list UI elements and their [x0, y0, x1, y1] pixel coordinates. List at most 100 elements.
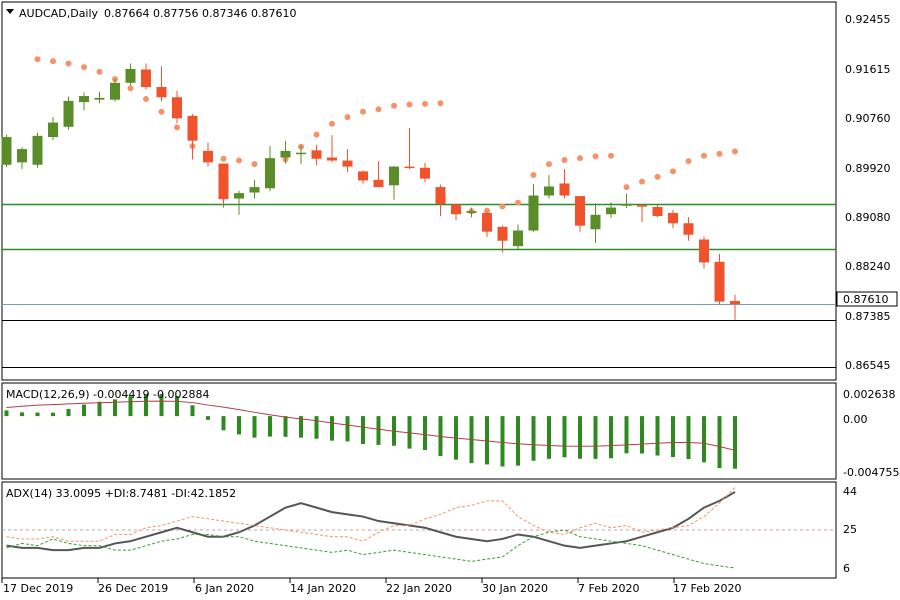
sar-dot	[546, 161, 552, 168]
time-axis: 17 Dec 2019 26 Dec 2019 6 Jan 2020 14 Ja…	[1, 578, 741, 595]
candle-body	[94, 97, 105, 100]
sar-dot	[329, 120, 335, 127]
candle-body	[234, 193, 244, 199]
macd-histogram-bar	[314, 416, 319, 439]
candle-body	[110, 82, 120, 100]
candle-body	[141, 69, 151, 88]
macd-histogram-bar	[128, 396, 133, 417]
macd-tick: 0.002638	[843, 388, 896, 401]
candle	[652, 205, 663, 218]
candle-body	[668, 213, 678, 224]
sar-dot	[375, 106, 382, 113]
macd-histogram-bar	[345, 416, 350, 442]
candle-body	[296, 152, 306, 155]
macd-histogram-bar	[113, 399, 117, 417]
candle-body	[79, 96, 89, 103]
candle-body	[218, 163, 229, 200]
price-axis: 0.92455 0.91615 0.90760 0.89920 0.89080 …	[845, 13, 891, 372]
candle-body	[404, 166, 415, 169]
price-tick: 0.86545	[845, 359, 891, 372]
candle-body	[621, 203, 632, 206]
macd-histogram-bar	[268, 416, 272, 437]
candle	[156, 66, 167, 102]
macd-histogram-bar	[640, 416, 644, 454]
candle	[79, 92, 89, 111]
candle	[683, 217, 694, 241]
candle-body	[32, 135, 43, 165]
candle	[559, 168, 570, 199]
candle-body	[451, 204, 461, 215]
candle	[203, 142, 213, 167]
candle-body	[590, 214, 601, 230]
candle	[389, 165, 399, 200]
macd-histogram-bar	[562, 416, 567, 458]
macd-histogram-bar	[361, 416, 365, 444]
macd-tick: 0.00	[843, 413, 868, 426]
price-tick: 0.90760	[845, 112, 891, 125]
sar-dot	[81, 64, 87, 71]
date-tick: 6 Jan 2020	[195, 582, 254, 595]
macd-panel	[1, 382, 837, 480]
sar-dot	[701, 152, 707, 159]
sar-dot	[174, 124, 180, 131]
candle	[714, 254, 725, 305]
sar-dot	[391, 102, 397, 109]
candle-body	[559, 183, 570, 196]
adx-tick: 25	[843, 523, 857, 536]
candle	[606, 202, 616, 218]
candle-body	[683, 223, 694, 235]
candle	[482, 211, 492, 238]
candle	[32, 132, 43, 168]
candle	[730, 294, 740, 320]
candle	[141, 63, 151, 90]
macd-histogram-bar	[4, 410, 9, 417]
macd-histogram-bar	[299, 416, 303, 438]
candle	[218, 163, 229, 208]
candle	[94, 91, 105, 104]
candle	[358, 170, 368, 184]
macd-histogram-bar	[144, 394, 148, 417]
candle-body	[528, 195, 539, 231]
candle	[466, 207, 477, 218]
macd-histogram-bar	[252, 416, 257, 438]
macd-histogram-bar	[97, 401, 102, 417]
date-tick: 7 Feb 2020	[578, 582, 639, 595]
sar-dot	[670, 168, 676, 175]
candle-body	[63, 100, 74, 127]
sar-dot	[592, 153, 599, 160]
candle	[528, 184, 539, 232]
sar-dot	[639, 178, 645, 185]
price-tick: 0.89080	[845, 211, 891, 224]
adx-tick: 6	[843, 562, 850, 575]
candle	[234, 190, 244, 215]
macd-histogram-bar	[190, 405, 195, 417]
candle	[668, 209, 678, 229]
candle	[48, 117, 58, 141]
candle	[249, 179, 260, 199]
macd-axis: 0.002638 0.00 -0.004755	[843, 388, 899, 479]
sar-dot	[360, 108, 366, 115]
candle-body	[637, 205, 647, 207]
candle-body	[280, 150, 291, 158]
macd-histogram-bar	[35, 412, 40, 417]
candle	[404, 128, 415, 169]
macd-histogram-bar	[82, 404, 86, 417]
candle	[17, 147, 27, 169]
macd-histogram-bar	[66, 408, 71, 417]
candle	[435, 184, 446, 217]
adx-line	[6, 491, 736, 552]
candle-body	[606, 207, 616, 215]
price-tick: 0.88240	[845, 260, 891, 273]
candle	[327, 135, 337, 163]
candle-body	[482, 213, 492, 232]
macd-histogram-bar	[702, 416, 706, 463]
candle-body	[420, 167, 430, 179]
triangle-down-icon[interactable]	[6, 9, 14, 14]
horizontal-levels	[2, 203, 836, 368]
macd-histogram-bar	[671, 416, 675, 458]
macd-histogram-bar	[500, 416, 505, 467]
candle	[342, 149, 353, 173]
sar-dot	[220, 155, 227, 162]
candle-body	[48, 122, 58, 138]
